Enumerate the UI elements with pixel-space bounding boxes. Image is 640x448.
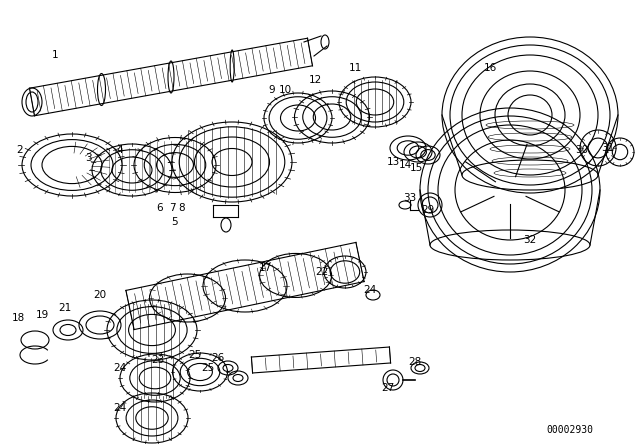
Text: 24: 24 — [113, 363, 127, 373]
Text: 16: 16 — [483, 63, 497, 73]
Text: 4: 4 — [116, 145, 124, 155]
Text: 32: 32 — [524, 235, 536, 245]
Text: 15: 15 — [410, 163, 422, 173]
Text: 31: 31 — [602, 143, 614, 153]
Text: 3: 3 — [84, 153, 92, 163]
Text: 22: 22 — [316, 267, 328, 277]
Text: 1: 1 — [52, 50, 58, 60]
Text: 29: 29 — [421, 205, 435, 215]
Text: 21: 21 — [58, 303, 72, 313]
Text: 30: 30 — [575, 145, 589, 155]
Text: 18: 18 — [12, 313, 24, 323]
Text: 24: 24 — [364, 285, 376, 295]
Text: 25: 25 — [202, 363, 214, 373]
Text: 27: 27 — [381, 383, 395, 393]
Text: 26: 26 — [211, 353, 225, 363]
Text: 24: 24 — [113, 403, 127, 413]
Text: 2: 2 — [17, 145, 23, 155]
Text: 12: 12 — [308, 75, 322, 85]
Text: 10: 10 — [278, 85, 292, 95]
Text: 19: 19 — [35, 310, 49, 320]
Text: 33: 33 — [403, 193, 417, 203]
Text: 20: 20 — [93, 290, 107, 300]
Text: 23: 23 — [152, 355, 164, 365]
Text: 6: 6 — [157, 203, 163, 213]
Text: 13: 13 — [387, 157, 399, 167]
Text: 8: 8 — [179, 203, 186, 213]
Text: 25: 25 — [188, 350, 202, 360]
Text: 11: 11 — [348, 63, 362, 73]
Text: 7: 7 — [169, 203, 175, 213]
Text: 5: 5 — [172, 217, 179, 227]
Text: 00002930: 00002930 — [547, 425, 593, 435]
Text: 9: 9 — [269, 85, 275, 95]
Text: 28: 28 — [408, 357, 422, 367]
Text: 17: 17 — [259, 263, 271, 273]
Text: 14: 14 — [398, 160, 412, 170]
